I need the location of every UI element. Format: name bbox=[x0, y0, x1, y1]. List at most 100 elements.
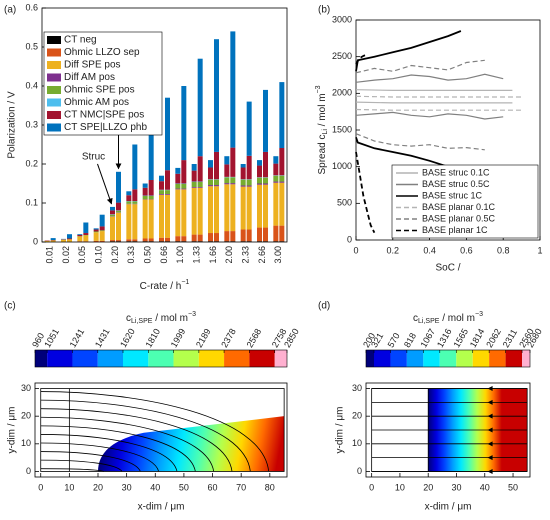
colorbar-bin bbox=[249, 350, 275, 367]
y-tick-label: 10 bbox=[352, 438, 362, 448]
streamline bbox=[40, 459, 123, 472]
x-axis-label: C-rate / h−1 bbox=[140, 279, 190, 291]
y-axis-label: y-dim / μm bbox=[335, 407, 346, 454]
bar-segment bbox=[181, 160, 187, 184]
colorbar-bin bbox=[522, 350, 530, 367]
colorbar-bin bbox=[123, 350, 149, 367]
bar-segment bbox=[240, 179, 246, 186]
x-tick-label: 0.66 bbox=[159, 246, 169, 264]
bar-segment bbox=[93, 232, 99, 241]
legend-swatch bbox=[47, 111, 61, 119]
legend-swatch bbox=[47, 48, 61, 57]
y-tick-label: 500 bbox=[337, 198, 352, 208]
bar-segment bbox=[257, 184, 262, 228]
bar-segment bbox=[257, 241, 262, 242]
domain-frame bbox=[40, 388, 285, 472]
colorbar-bin bbox=[97, 350, 123, 367]
bar-segment bbox=[240, 241, 246, 242]
legend-swatch bbox=[47, 61, 61, 69]
colorbar-tick-label: 1620 bbox=[118, 327, 137, 349]
legend-label: Ohmic AM pos bbox=[64, 97, 129, 108]
bar-segment bbox=[148, 121, 154, 180]
bar-segment bbox=[110, 214, 115, 217]
bar-segment bbox=[181, 236, 187, 242]
colorbar-tick-label: 2189 bbox=[194, 327, 213, 349]
label-part: −3 bbox=[475, 311, 483, 318]
x-tick-label: 1 bbox=[537, 245, 542, 255]
series-line bbox=[355, 53, 368, 65]
bar-segment bbox=[224, 231, 230, 242]
streamline bbox=[40, 425, 196, 472]
bar-segment bbox=[159, 175, 164, 182]
x-tick-label: 50 bbox=[179, 482, 189, 492]
bar-segment bbox=[159, 181, 164, 190]
bar-segment bbox=[240, 185, 246, 187]
x-axis-label: SoC / bbox=[435, 263, 460, 274]
colorbar-label: cLi,SPE / mol m−3 bbox=[126, 311, 196, 325]
bar-segment bbox=[246, 101, 252, 156]
colorbar-bin bbox=[439, 350, 457, 367]
bar-segment bbox=[148, 195, 154, 200]
colorbar-bin bbox=[224, 350, 250, 367]
x-tick-label: 1.66 bbox=[208, 246, 218, 264]
colorbar-bin bbox=[472, 350, 490, 367]
y-tick-label: 0 bbox=[347, 234, 352, 244]
bar-segment bbox=[116, 210, 121, 213]
x-tick-label: 0 bbox=[353, 245, 358, 255]
bar-segment bbox=[126, 239, 132, 242]
bar-segment bbox=[126, 201, 132, 204]
y-tick-label: 0.2 bbox=[25, 158, 38, 168]
bar-segment bbox=[257, 227, 262, 242]
x-tick-label: 0.20 bbox=[110, 246, 120, 264]
colorbar-label: cLi,SPE / mol m−3 bbox=[413, 311, 483, 325]
x-tick-label: 2.66 bbox=[257, 246, 267, 264]
bar-segment bbox=[279, 82, 285, 149]
streamline bbox=[40, 408, 233, 472]
bar-segment bbox=[175, 188, 181, 190]
label-part: c bbox=[413, 313, 418, 324]
x-tick-label: 0.02 bbox=[61, 246, 71, 264]
label-part: −3 bbox=[188, 311, 196, 318]
legend-label: BASE struc 1C bbox=[422, 190, 483, 200]
x-tick-label: 50 bbox=[508, 482, 518, 492]
colorbar-tick-label: 1067 bbox=[418, 327, 437, 349]
x-tick-label: 20 bbox=[423, 482, 433, 492]
bar-segment bbox=[83, 233, 89, 235]
x-tick-label: 3.00 bbox=[273, 246, 283, 264]
x-axis-label: x-dim / μm bbox=[425, 502, 472, 513]
bar-segment bbox=[181, 241, 187, 242]
colorbar-bin bbox=[406, 350, 424, 367]
bar-segment bbox=[279, 181, 285, 183]
x-tick-label: 60 bbox=[208, 482, 218, 492]
bar-segment bbox=[67, 238, 72, 240]
annotation: Struc bbox=[82, 152, 105, 163]
bar-segment bbox=[165, 241, 170, 242]
colorbar-bin bbox=[456, 350, 473, 367]
bar-segment bbox=[93, 228, 99, 230]
bar-segment bbox=[273, 182, 279, 226]
bar-segment bbox=[224, 164, 230, 177]
panel-label: (d) bbox=[318, 301, 330, 312]
x-tick-label: 70 bbox=[236, 482, 246, 492]
y-tick-label: 0.5 bbox=[25, 41, 38, 51]
label-part: Li,SPE bbox=[418, 318, 440, 325]
streamline-arrow bbox=[487, 427, 493, 433]
bar-segment bbox=[279, 225, 285, 242]
bar-segment bbox=[257, 165, 262, 178]
legend-label: CT SPE|LLZO phb bbox=[64, 122, 147, 133]
y-tick-label: 10 bbox=[21, 438, 31, 448]
series-line bbox=[355, 108, 522, 111]
bar-segment bbox=[83, 235, 89, 242]
legend-label: Diff SPE pos bbox=[64, 60, 121, 71]
bar-segment bbox=[175, 189, 181, 237]
label-part: −1 bbox=[181, 279, 189, 286]
colorbar-bin bbox=[35, 350, 48, 367]
label-part: / mol m bbox=[152, 313, 188, 324]
series-line bbox=[355, 30, 462, 72]
colorbar-tick-label: 2378 bbox=[219, 327, 238, 349]
bar-segment bbox=[142, 241, 148, 242]
bar-segment bbox=[175, 167, 181, 174]
bar-segment bbox=[110, 210, 115, 215]
label-part: C-rate / h bbox=[140, 281, 182, 292]
bar-segment bbox=[159, 241, 164, 242]
